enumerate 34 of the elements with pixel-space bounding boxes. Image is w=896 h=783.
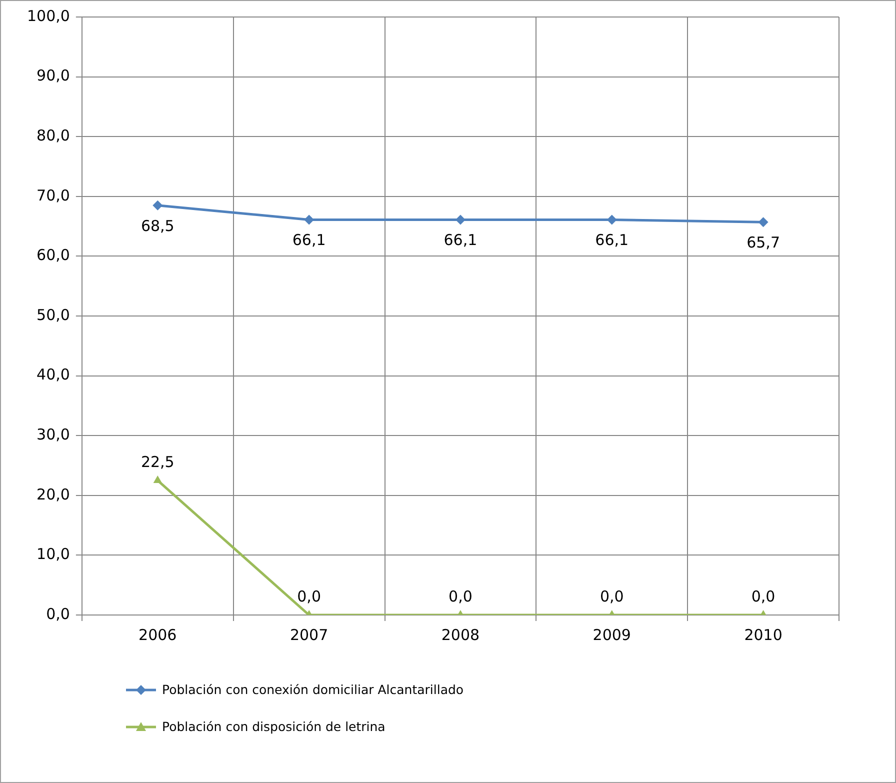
data-label: 0,0 <box>600 587 624 606</box>
y-tick-label: 40,0 <box>36 366 70 384</box>
legend-label: Población con conexión domiciliar Alcantarillado <box>162 682 464 697</box>
data-label: 68,5 <box>140 216 174 235</box>
y-tick-label: 0,0 <box>46 604 70 623</box>
point <box>152 200 163 210</box>
y-tick-label: 10,0 <box>36 545 70 564</box>
data-label: 66,1 <box>444 231 478 250</box>
point <box>758 217 768 228</box>
data-label: 22,5 <box>140 452 174 471</box>
y-tick-label: 60,0 <box>36 246 70 264</box>
data-label: 65,7 <box>746 234 780 252</box>
point <box>304 214 314 225</box>
data-label: 66,1 <box>292 231 326 250</box>
y-tick-label: 80,0 <box>36 126 70 144</box>
y-tick-label: 20,0 <box>36 485 70 504</box>
data-label: 0,0 <box>297 587 321 606</box>
y-tick-label: 50,0 <box>36 306 70 324</box>
data-label: 0,0 <box>751 587 776 606</box>
legend-label: Población con disposición de letrina <box>162 719 386 734</box>
data-label: 66,1 <box>595 231 629 250</box>
y-tick-label: 100,0 <box>26 6 70 25</box>
y-tick-label: 30,0 <box>36 425 70 444</box>
data-label: 0,0 <box>448 587 472 606</box>
y-tick-label: 70,0 <box>36 186 70 204</box>
y-tick-label: 90,0 <box>36 66 70 85</box>
x-tick-label: 2007 <box>290 626 328 644</box>
x-tick-label: 2010 <box>744 626 782 644</box>
x-tick-label: 2008 <box>441 626 480 644</box>
x-tick-label: 2009 <box>592 626 631 644</box>
point <box>606 214 617 225</box>
point <box>455 214 466 225</box>
point <box>153 475 162 483</box>
x-tick-label: 2006 <box>138 626 177 644</box>
